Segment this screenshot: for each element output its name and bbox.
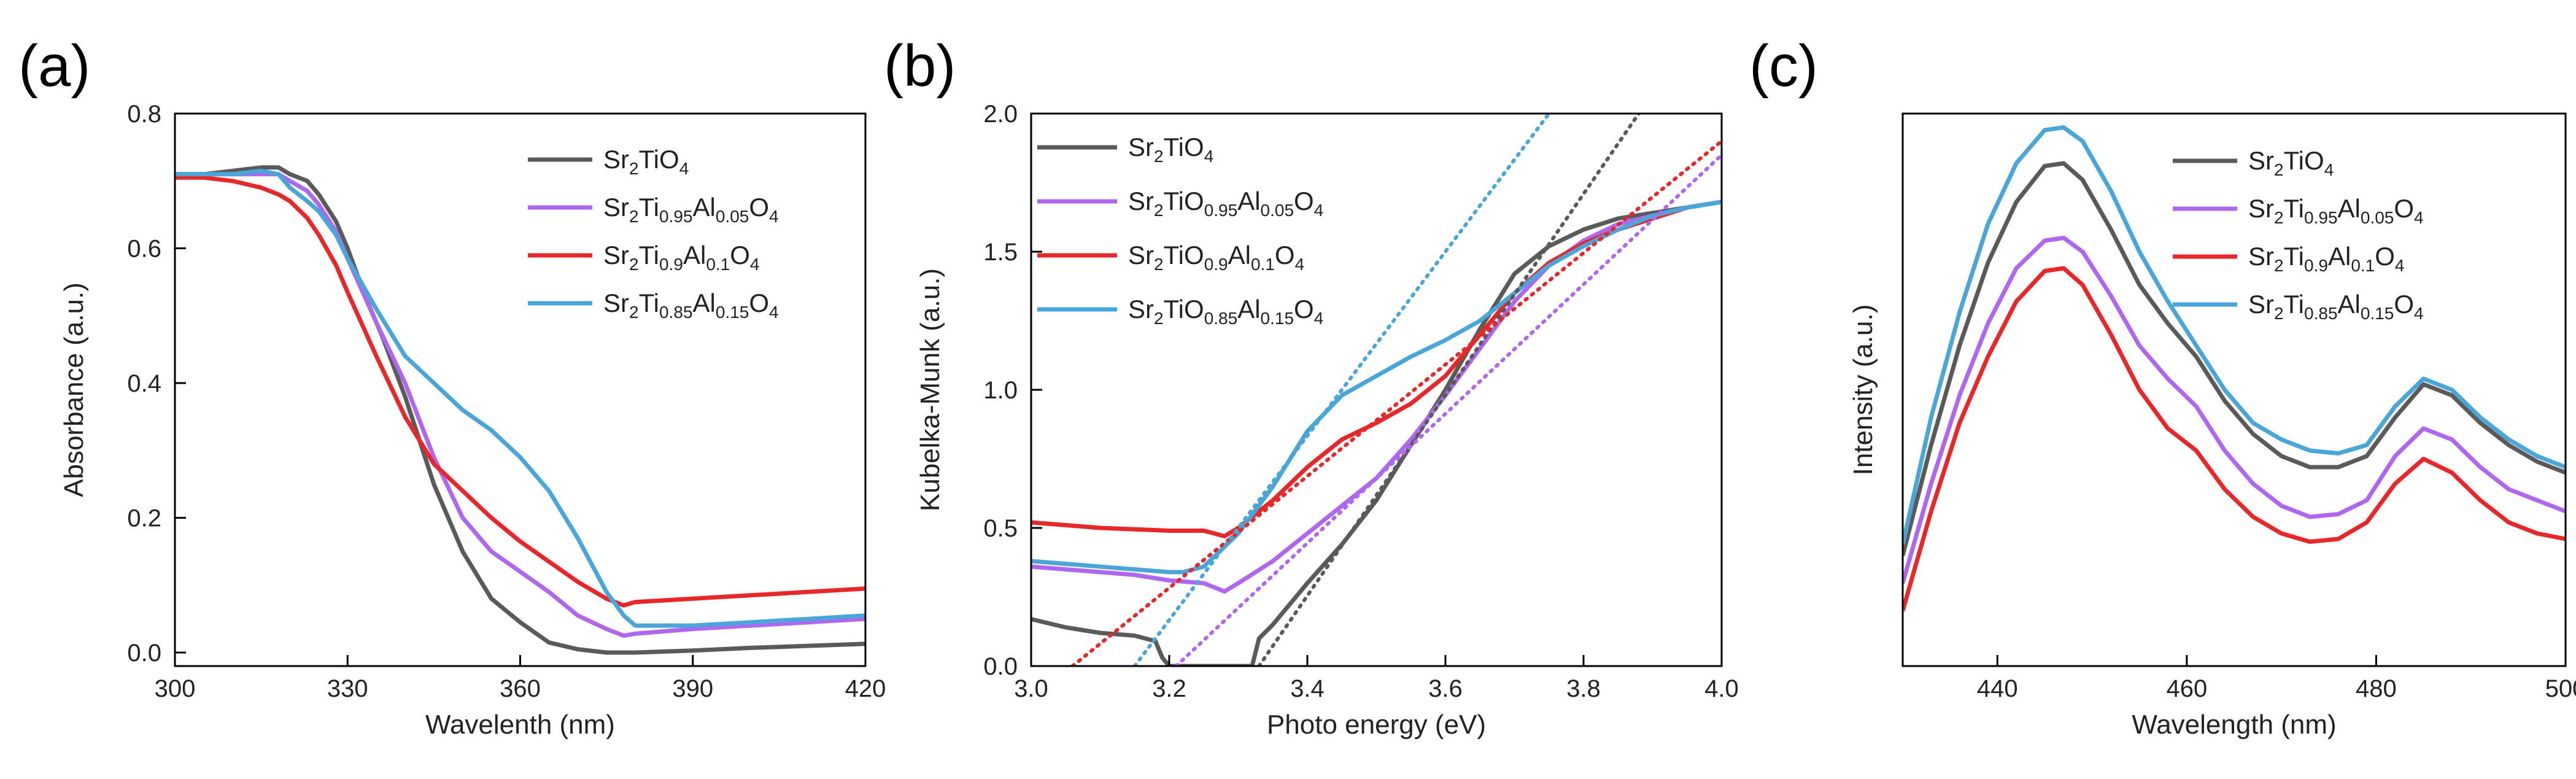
series-line-3: [1903, 266, 2566, 611]
series-line-4: [175, 168, 865, 628]
series-line-1: [1903, 161, 2566, 556]
legend-label: Sr2Ti0.95Al0.05O4: [2248, 194, 2424, 227]
legend-label: Sr2Ti0.85Al0.15O4: [2248, 290, 2424, 323]
x-tick-label: 360: [500, 675, 541, 702]
y-axis-title: Intensity (a.u.): [1848, 304, 1878, 476]
tangent-line-4: [1132, 114, 1551, 666]
y-tick-label: 0.5: [983, 515, 1018, 542]
series-line-4: [1903, 125, 2566, 545]
x-tick-label: 480: [2356, 675, 2397, 702]
legend-label: Sr2Ti0.9Al0.1O4: [2248, 242, 2405, 275]
x-tick-label: 3.6: [1428, 675, 1463, 702]
y-tick-label: 0.0: [983, 653, 1018, 680]
x-tick-label: 330: [327, 675, 368, 702]
x-tick-label: 300: [155, 675, 196, 702]
legend-label: Sr2Ti0.95Al0.05O4: [603, 193, 779, 226]
tangent-line-3: [1070, 139, 1722, 666]
series-line-1: [1031, 200, 1722, 666]
series-line-1: [175, 165, 865, 655]
panel-label: (c): [1749, 33, 1818, 99]
x-axis-title: Wavelenth (nm): [425, 710, 615, 740]
y-axis-title: Kubelka-Munk (a.u.): [915, 268, 945, 511]
legend-label: Sr2TiO4: [1128, 133, 1213, 166]
y-tick-label: 0.4: [127, 370, 161, 397]
legend-label: Sr2Ti0.85Al0.15O4: [603, 289, 779, 322]
x-tick-label: 3.0: [1014, 675, 1048, 702]
y-tick-label: 1.0: [983, 377, 1018, 404]
panel-label: (a): [18, 33, 90, 99]
legend-label: Sr2TiO0.9Al0.1O4: [1128, 241, 1304, 274]
x-tick-label: 3.8: [1566, 675, 1601, 702]
y-tick-label: 1.5: [983, 239, 1018, 266]
x-tick-label: 4.0: [1704, 675, 1739, 702]
x-tick-label: 440: [1977, 675, 2018, 702]
y-tick-label: 0.0: [127, 640, 161, 667]
legend-label: Sr2TiO4: [603, 145, 689, 178]
chart-panel-3: (c) 440 460 480 500 Wavelength (nm) Intensity …: [1749, 33, 2576, 740]
x-tick-label: 390: [672, 675, 713, 702]
chart-panel-1: (a) 300 330 360 390 420 0.0 0.2 0.4 0.6 0.8 Wavelen…: [18, 33, 886, 740]
panel-label: (b): [884, 33, 956, 99]
x-tick-label: 3.2: [1152, 675, 1186, 702]
legend-label: Sr2TiO4: [2248, 146, 2334, 179]
plot-frame: [1901, 112, 2567, 667]
series-line-2: [1903, 236, 2566, 584]
x-tick-label: 500: [2545, 675, 2576, 702]
x-axis-title: Wavelength (nm): [2132, 710, 2336, 740]
series-line-3: [175, 175, 865, 608]
legend-label: Sr2TiO0.95Al0.05O4: [1128, 187, 1323, 220]
y-axis-title: Absorbance (a.u.): [59, 282, 89, 497]
y-tick-label: 2.0: [983, 101, 1018, 128]
series-line-2: [1031, 200, 1722, 594]
x-tick-label: 460: [2166, 675, 2207, 702]
legend-label: Sr2TiO0.85Al0.15O4: [1128, 295, 1323, 328]
y-tick-label: 0.2: [127, 505, 161, 532]
legend-label: Sr2Ti0.9Al0.1O4: [603, 241, 760, 274]
x-tick-label: 3.4: [1290, 675, 1325, 702]
chart-panel-2: (b) 3.0 3.2 3.4 3.6 3.8 4.0 0.0 0.5 1.0 1.5 2.0 Phot…: [884, 33, 1739, 740]
x-axis-title: Photo energy (eV): [1267, 710, 1486, 740]
tangent-line-1: [1257, 114, 1641, 666]
y-tick-label: 0.6: [127, 236, 161, 263]
x-tick-label: 420: [845, 675, 886, 702]
y-tick-label: 0.8: [127, 101, 161, 128]
tangent-line-2: [1174, 153, 1722, 666]
series-line-2: [175, 172, 865, 638]
